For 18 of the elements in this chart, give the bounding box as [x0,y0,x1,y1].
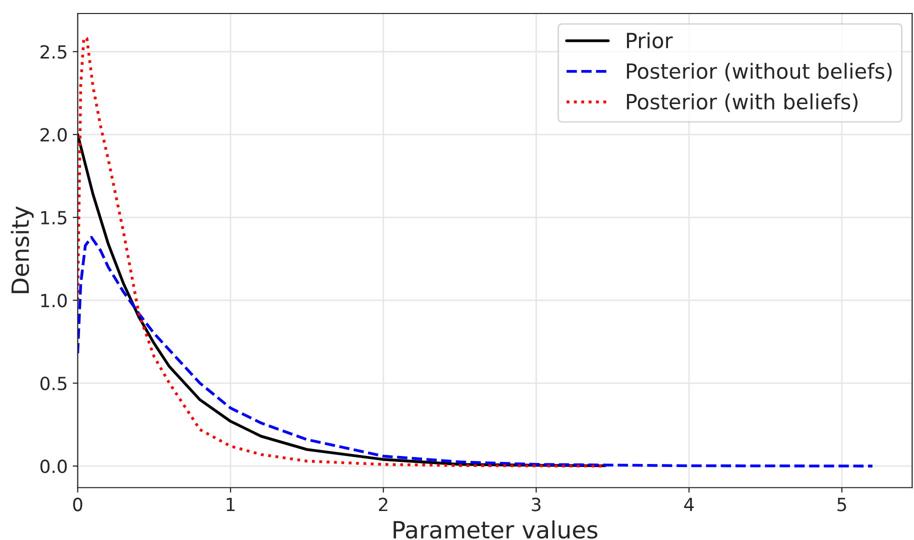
x-tick-label: 5 [838,498,846,512]
legend-label: Posterior (without beliefs) [626,62,892,82]
x-tick-label: 2 [378,498,388,512]
x-tick-label: 0 [73,498,82,512]
y-tick-label: 1.0 [41,294,67,308]
x-tick-label: 3 [532,498,540,512]
y-tick-label: 1.5 [41,211,66,225]
y-tick-label: 2.0 [40,128,67,142]
x-axis-title: Parameter values [394,520,598,539]
y-axis-title: Density [10,206,34,294]
y-tick-label: 0.0 [40,460,67,474]
legend-label: Posterior (with beliefs) [626,93,858,112]
y-tick-label: 0.5 [40,376,66,390]
x-tick-label: 4 [684,498,694,512]
x-tick-label: 1 [226,498,235,512]
line-series [78,236,874,468]
y-tick-label: 2.5 [40,45,66,59]
legend-label: Prior [626,32,673,48]
